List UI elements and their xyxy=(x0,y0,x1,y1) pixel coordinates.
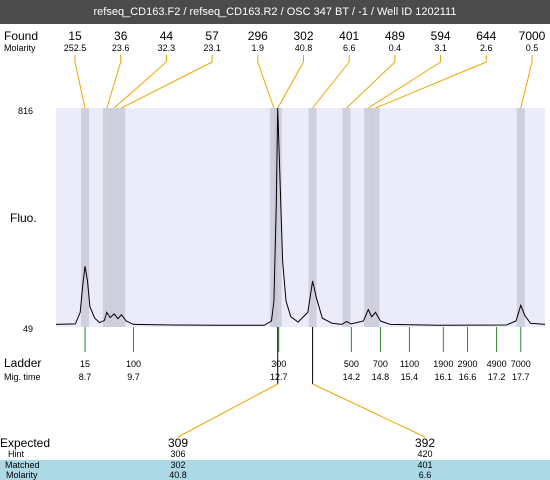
peak-band xyxy=(516,108,525,327)
fluorescence-trace xyxy=(55,107,546,326)
ladder-size: 700 xyxy=(373,359,388,369)
ladder-time: 16.6 xyxy=(459,372,477,382)
found-label: Found xyxy=(4,29,38,43)
found-molarity: 40.8 xyxy=(295,43,313,53)
matched-size: 401 xyxy=(417,460,432,470)
found-connector xyxy=(277,61,304,109)
found-connector xyxy=(368,61,441,109)
ladder-size: 7000 xyxy=(511,359,531,369)
plot-area xyxy=(56,108,545,327)
found-size: 36 xyxy=(114,29,128,43)
found-connector xyxy=(106,61,122,109)
ladder-time: 8.7 xyxy=(79,372,92,382)
chart-title: refseq_CD163.F2 / refseq_CD163.R2 / OSC … xyxy=(93,6,457,18)
found-molarity: 2.6 xyxy=(480,43,493,53)
expected-connector xyxy=(312,383,426,438)
found-molarity: 252.5 xyxy=(64,43,87,53)
peak-band xyxy=(273,108,282,327)
hint-label: Hint xyxy=(8,449,25,459)
ladder-time: 14.8 xyxy=(372,372,390,382)
found-molarity: 0.5 xyxy=(526,43,539,53)
found-molarity: 23.1 xyxy=(203,43,221,53)
expected-size: 392 xyxy=(415,436,435,450)
expected-connector xyxy=(177,383,278,438)
found-size: 489 xyxy=(385,29,405,43)
peak-band xyxy=(117,108,126,327)
ladder-size: 300 xyxy=(271,359,286,369)
y-tick-max: 816 xyxy=(18,106,33,116)
matched-molarity: 6.6 xyxy=(419,470,432,480)
found-molarity: 6.6 xyxy=(343,43,356,53)
ladder-markers: 15 8.7 100 9.7 300 12.7 500 14.2 700 14.8 1100 15.4… xyxy=(79,327,531,382)
found-connector xyxy=(257,61,275,109)
hint-size: 420 xyxy=(417,449,432,459)
found-size: 302 xyxy=(293,29,313,43)
peak-bands xyxy=(81,108,525,327)
ladder-time: 16.1 xyxy=(435,372,453,382)
molarity-bottom-label: Molarity xyxy=(6,470,38,480)
ladder-time: 12.7 xyxy=(270,372,288,382)
ladder-header: Ladder Mig. time xyxy=(4,356,41,382)
expected-header: Expected Hint Matched Molarity xyxy=(0,436,550,480)
ladder-size: 15 xyxy=(80,359,90,369)
peak-band xyxy=(371,108,380,327)
peak-band xyxy=(364,108,373,327)
found-connector xyxy=(312,61,350,109)
peak-band xyxy=(342,108,351,327)
ladder-size: 2900 xyxy=(458,359,478,369)
ladder-size: 100 xyxy=(126,359,141,369)
ladder-time: 15.4 xyxy=(401,372,419,382)
found-size: 44 xyxy=(160,29,174,43)
peak-band xyxy=(110,108,119,327)
found-connector xyxy=(113,61,167,109)
expected-label: Expected xyxy=(0,436,50,450)
ladder-time: 17.7 xyxy=(512,372,530,382)
peak-band xyxy=(81,108,90,327)
peak-band xyxy=(102,108,111,327)
found-molarity: 32.3 xyxy=(158,43,176,53)
found-connector xyxy=(121,61,213,109)
ladder-size: 1900 xyxy=(433,359,453,369)
matched-molarity: 40.8 xyxy=(169,470,187,480)
found-header: Found Molarity xyxy=(4,29,38,53)
found-size: 401 xyxy=(339,29,359,43)
hint-size: 306 xyxy=(170,449,185,459)
chart-title-bar: refseq_CD163.F2 / refseq_CD163.R2 / OSC … xyxy=(0,0,550,24)
ladder-size: 1100 xyxy=(400,359,419,369)
found-connector xyxy=(520,61,533,109)
ladder-time: 17.2 xyxy=(488,372,506,382)
found-size: 15 xyxy=(68,29,82,43)
ladder-time: 9.7 xyxy=(127,372,140,382)
matched-size: 302 xyxy=(170,460,185,470)
found-connector xyxy=(74,61,86,109)
matched-row-band xyxy=(0,460,550,480)
found-size: 594 xyxy=(431,29,451,43)
found-size: 7000 xyxy=(519,29,546,43)
ladder-size: 500 xyxy=(344,359,359,369)
found-molarity: 1.9 xyxy=(252,43,265,53)
expected-size: 309 xyxy=(168,436,188,450)
y-axis-label: Fluo. xyxy=(10,211,37,225)
found-size: 296 xyxy=(248,29,268,43)
ladder-size: 4900 xyxy=(487,359,507,369)
found-connector xyxy=(375,61,487,109)
y-tick-min: 49 xyxy=(23,324,33,334)
matched-label: Matched xyxy=(5,460,40,470)
molarity-label: Molarity xyxy=(4,43,36,53)
ladder-label: Ladder xyxy=(4,356,41,370)
found-connector xyxy=(346,61,396,109)
found-molarity: 3.1 xyxy=(434,43,447,53)
found-molarity: 0.4 xyxy=(389,43,402,53)
found-size: 57 xyxy=(205,29,219,43)
found-molarity: 23.6 xyxy=(112,43,130,53)
ladder-time: 14.2 xyxy=(343,372,361,382)
mig-time-label: Mig. time xyxy=(4,372,41,382)
found-size: 644 xyxy=(476,29,496,43)
peak-band xyxy=(308,108,317,327)
